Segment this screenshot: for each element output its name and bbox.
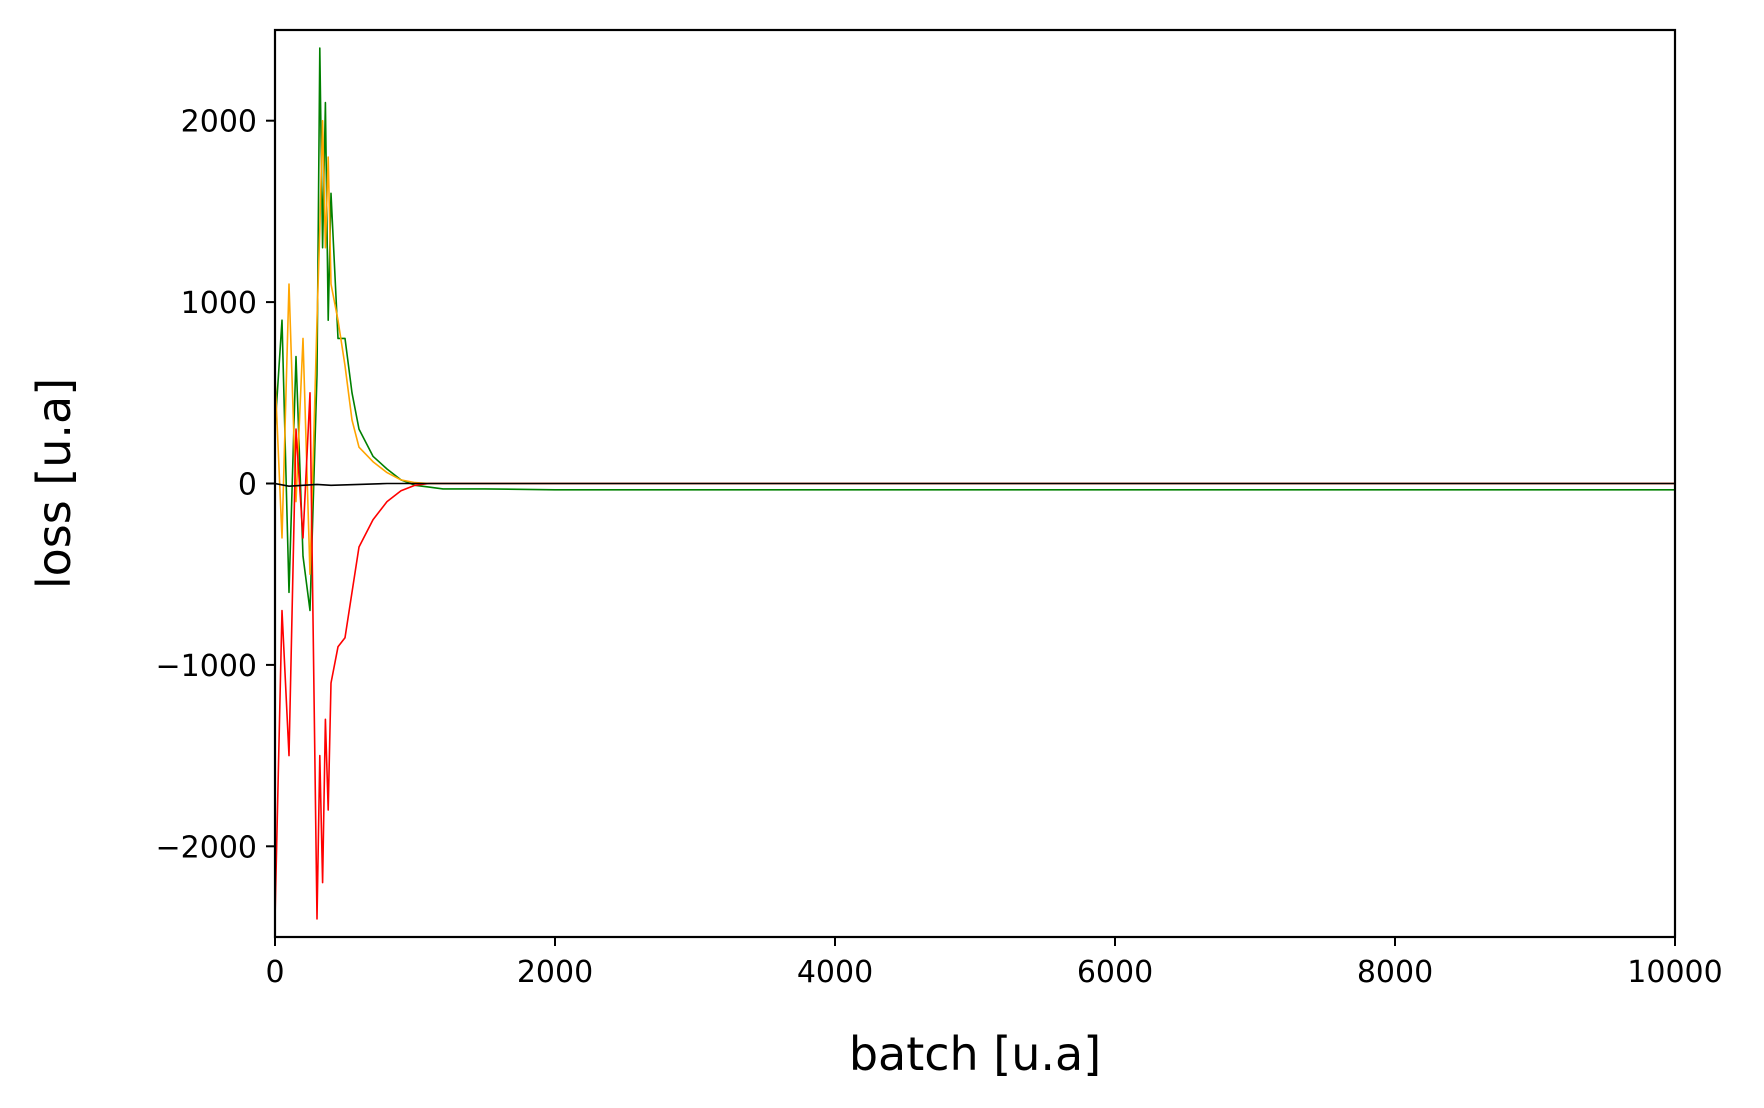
x-axis-label: batch [u.a] <box>849 1027 1101 1081</box>
series-layer <box>275 47 1675 920</box>
x-axis-ticks: 0 2000 4000 6000 8000 10000 <box>265 937 1723 990</box>
x-tick-label: 6000 <box>1077 955 1153 990</box>
y-tick-label: −1000 <box>156 649 257 684</box>
x-tick-label: 10000 <box>1627 955 1722 990</box>
y-tick-label: 2000 <box>181 105 257 140</box>
y-tick-label: −2000 <box>156 830 257 865</box>
x-tick-label: 0 <box>265 955 284 990</box>
y-axis-ticks: −2000 −1000 0 1000 2000 <box>156 105 275 865</box>
y-axis-label: loss [u.a] <box>27 378 81 589</box>
y-tick-label: 0 <box>238 468 257 503</box>
series-line-0 <box>275 47 1675 612</box>
x-tick-label: 8000 <box>1357 955 1433 990</box>
series-line-3 <box>275 482 1675 488</box>
y-tick-label: 1000 <box>181 286 257 321</box>
x-tick-label: 2000 <box>517 955 593 990</box>
x-tick-label: 4000 <box>797 955 873 990</box>
